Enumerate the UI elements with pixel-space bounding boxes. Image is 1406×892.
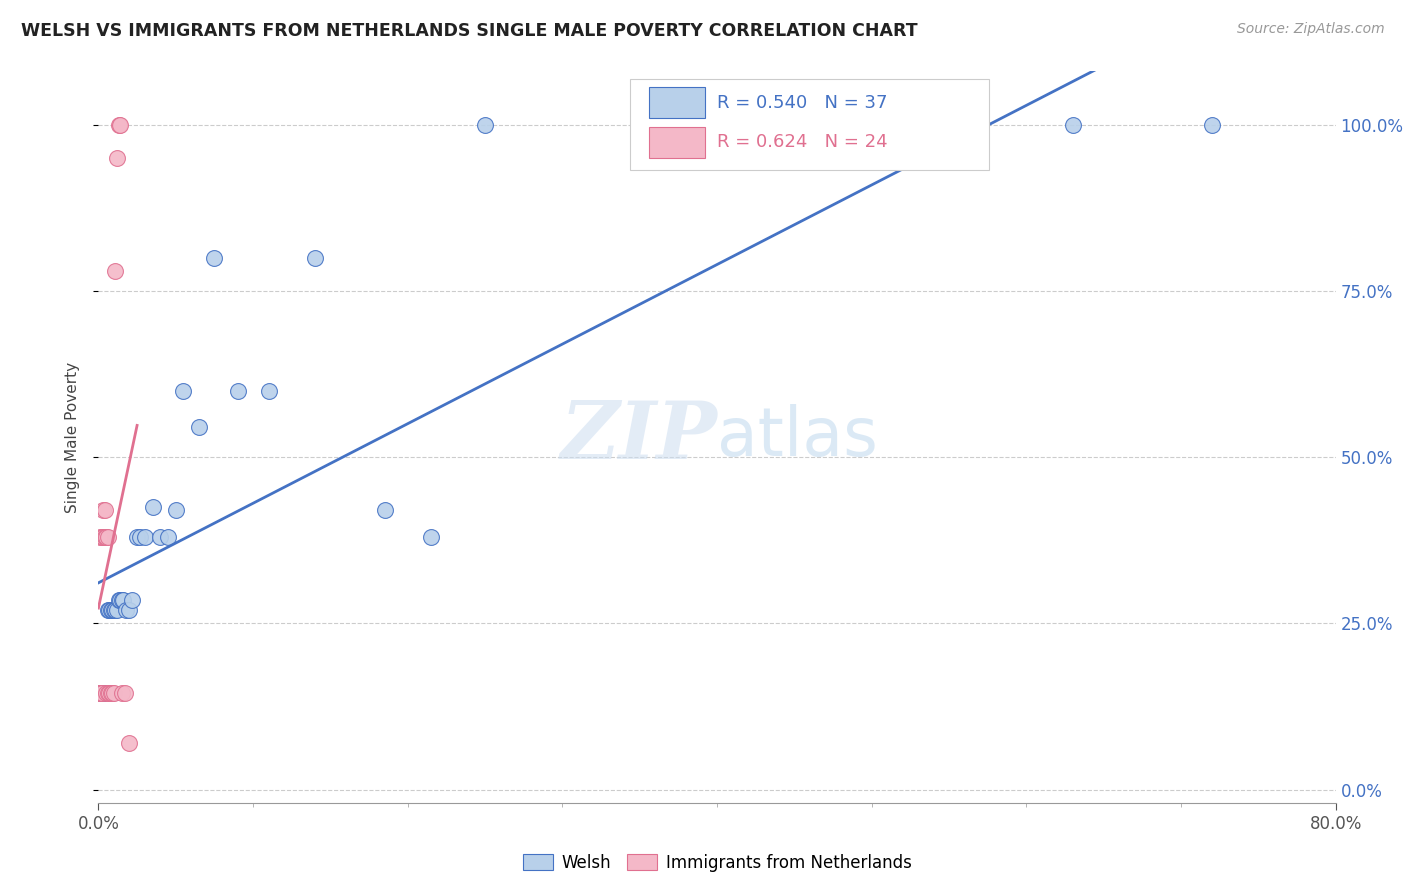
- Legend: Welsh, Immigrants from Netherlands: Welsh, Immigrants from Netherlands: [516, 847, 918, 879]
- Text: R = 0.624   N = 24: R = 0.624 N = 24: [717, 133, 887, 152]
- Point: [204, 251, 226, 265]
- Point: [108, 593, 131, 607]
- FancyBboxPatch shape: [650, 87, 704, 118]
- Text: Source: ZipAtlas.com: Source: ZipAtlas.com: [1237, 22, 1385, 37]
- Point: [112, 593, 135, 607]
- Point: [107, 593, 129, 607]
- FancyBboxPatch shape: [650, 127, 704, 158]
- Point: [91, 530, 114, 544]
- Point: [98, 603, 121, 617]
- Point: [97, 530, 120, 544]
- Point: [1062, 118, 1084, 132]
- Point: [118, 603, 141, 617]
- Point: [100, 603, 122, 617]
- Point: [90, 686, 112, 700]
- Point: [97, 686, 120, 700]
- Point: [101, 603, 124, 617]
- Point: [108, 118, 131, 132]
- Point: [89, 530, 111, 544]
- Point: [105, 603, 128, 617]
- Point: [142, 500, 165, 514]
- Point: [101, 686, 124, 700]
- Text: R = 0.540   N = 37: R = 0.540 N = 37: [717, 94, 887, 112]
- Point: [97, 603, 120, 617]
- Point: [127, 530, 149, 544]
- Point: [257, 384, 280, 398]
- Point: [91, 686, 114, 700]
- Point: [121, 593, 143, 607]
- Point: [96, 686, 118, 700]
- Point: [173, 384, 195, 398]
- FancyBboxPatch shape: [630, 78, 990, 170]
- Point: [105, 151, 128, 165]
- Point: [93, 686, 115, 700]
- Text: WELSH VS IMMIGRANTS FROM NETHERLANDS SINGLE MALE POVERTY CORRELATION CHART: WELSH VS IMMIGRANTS FROM NETHERLANDS SIN…: [21, 22, 918, 40]
- Point: [188, 420, 211, 434]
- Point: [98, 686, 121, 700]
- Point: [91, 503, 114, 517]
- Point: [90, 530, 112, 544]
- Point: [304, 251, 326, 265]
- Point: [114, 686, 136, 700]
- Point: [104, 603, 127, 617]
- Point: [1201, 118, 1223, 132]
- Point: [115, 603, 138, 617]
- Text: ZIP: ZIP: [560, 399, 717, 475]
- Point: [90, 686, 112, 700]
- Point: [165, 503, 187, 517]
- Point: [96, 530, 118, 544]
- Point: [149, 530, 172, 544]
- Point: [157, 530, 180, 544]
- Point: [89, 686, 111, 700]
- Point: [134, 530, 156, 544]
- Point: [89, 686, 111, 700]
- Point: [96, 686, 118, 700]
- Point: [226, 384, 249, 398]
- Point: [129, 530, 152, 544]
- Point: [93, 530, 115, 544]
- Text: atlas: atlas: [717, 404, 877, 470]
- Point: [419, 530, 441, 544]
- Point: [107, 118, 129, 132]
- Point: [93, 503, 115, 517]
- Point: [111, 593, 134, 607]
- Point: [103, 686, 125, 700]
- Y-axis label: Single Male Poverty: Single Male Poverty: [65, 361, 80, 513]
- Point: [100, 686, 122, 700]
- Point: [104, 264, 127, 278]
- Point: [89, 686, 111, 700]
- Point: [474, 118, 496, 132]
- Point: [111, 686, 134, 700]
- Point: [118, 736, 141, 750]
- Point: [103, 603, 125, 617]
- Point: [374, 503, 396, 517]
